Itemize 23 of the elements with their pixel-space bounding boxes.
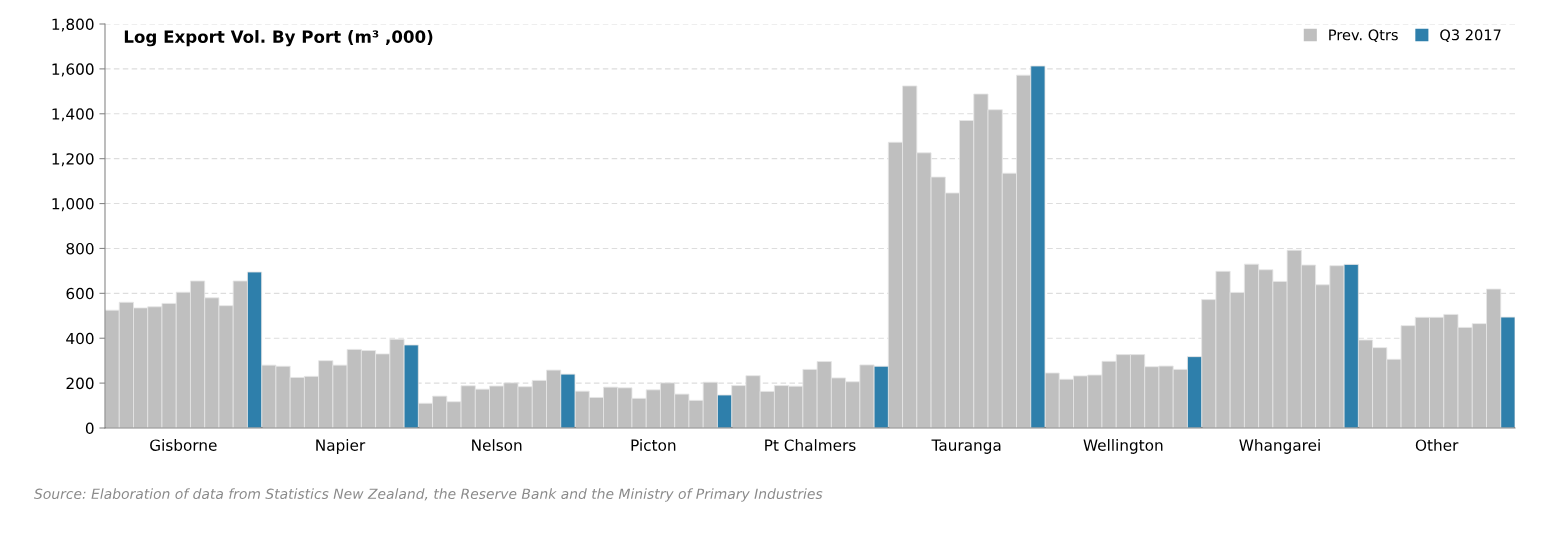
x-tick-label: Other <box>1415 439 1459 451</box>
x-tick-label: Pt Chalmers <box>765 439 856 451</box>
x-tick-label: Wellington <box>1083 439 1163 454</box>
legend-label: Prev. Qtrs <box>1329 29 1398 43</box>
y-tick-label: 1,400 <box>52 108 94 122</box>
x-tick-label: Nelson <box>472 439 522 451</box>
x-tick-label: Napier <box>316 439 366 454</box>
y-tick-label: 1,600 <box>52 63 94 77</box>
y-tick-label: 1,200 <box>52 153 94 167</box>
y-tick-label: 400 <box>66 332 94 345</box>
y-tick-label: 0 <box>85 422 94 435</box>
x-tick-label: Tauranga <box>931 439 1001 454</box>
y-tick-label: 200 <box>66 377 94 390</box>
x-tick-label: Whangarei <box>1239 439 1320 454</box>
x-tick-label: Picton <box>631 439 676 451</box>
y-tick-label: 1,000 <box>52 198 94 212</box>
y-tick-label: 800 <box>66 242 94 255</box>
legend-label: Q3 2017 <box>1440 29 1501 43</box>
y-tick-label: 1,800 <box>52 18 94 32</box>
x-tick-label: Gisborne <box>150 439 217 451</box>
source-note: Source: Elaboration of data from Statistics New Zealand, the Reserve Bank and the Ministry of Primary Industries <box>34 488 823 502</box>
y-tick-label: 600 <box>66 287 94 300</box>
chart-title: Log Export Vol. By Port (m³ ,000) <box>124 30 433 47</box>
